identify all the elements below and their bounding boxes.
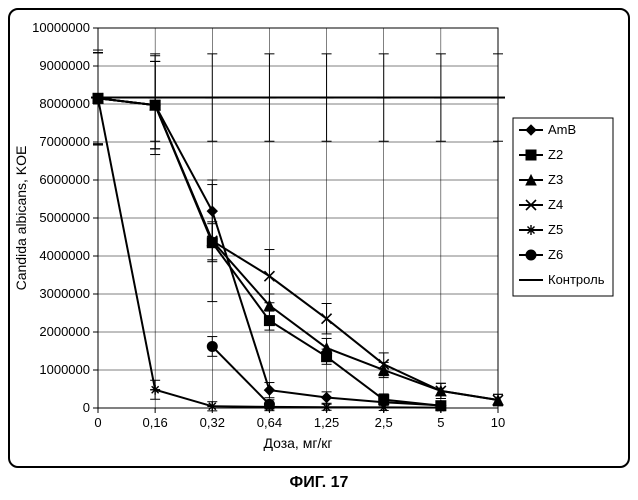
svg-text:2,5: 2,5 <box>375 415 393 430</box>
figure-container: 0 1000000 2000000 3000000 4000000 5000000 6000… <box>0 0 638 500</box>
svg-text:2000000: 2000000 <box>39 324 90 339</box>
svg-text:Candida albicans, KOE: Candida albicans, KOE <box>13 146 29 291</box>
svg-text:AmB: AmB <box>548 122 576 137</box>
svg-text:Контроль: Контроль <box>548 272 605 287</box>
svg-text:0,16: 0,16 <box>142 415 167 430</box>
svg-text:1,25: 1,25 <box>314 415 339 430</box>
svg-text:Z2: Z2 <box>548 147 563 162</box>
svg-text:5000000: 5000000 <box>39 210 90 225</box>
svg-text:10000000: 10000000 <box>32 20 90 35</box>
svg-text:Доза, мг/кг: Доза, мг/кг <box>263 435 332 451</box>
svg-text:4000000: 4000000 <box>39 248 90 263</box>
legend: AmB Z2 Z3 Z4 Z5 Z6 Контроль <box>513 118 613 296</box>
svg-text:0,64: 0,64 <box>257 415 282 430</box>
svg-text:5: 5 <box>437 415 444 430</box>
svg-text:0,32: 0,32 <box>200 415 225 430</box>
svg-text:10: 10 <box>491 415 505 430</box>
svg-text:1000000: 1000000 <box>39 362 90 377</box>
svg-text:7000000: 7000000 <box>39 134 90 149</box>
svg-text:Z6: Z6 <box>548 247 563 262</box>
svg-text:3000000: 3000000 <box>39 286 90 301</box>
svg-text:0: 0 <box>83 400 90 415</box>
svg-text:Z5: Z5 <box>548 222 563 237</box>
svg-text:9000000: 9000000 <box>39 58 90 73</box>
svg-text:Z4: Z4 <box>548 197 563 212</box>
svg-text:6000000: 6000000 <box>39 172 90 187</box>
figure-caption: ФИГ. 17 <box>0 474 638 492</box>
svg-text:Z3: Z3 <box>548 172 563 187</box>
svg-text:0: 0 <box>94 415 101 430</box>
svg-text:8000000: 8000000 <box>39 96 90 111</box>
chart-svg: 0 1000000 2000000 3000000 4000000 5000000 6000… <box>8 8 630 468</box>
